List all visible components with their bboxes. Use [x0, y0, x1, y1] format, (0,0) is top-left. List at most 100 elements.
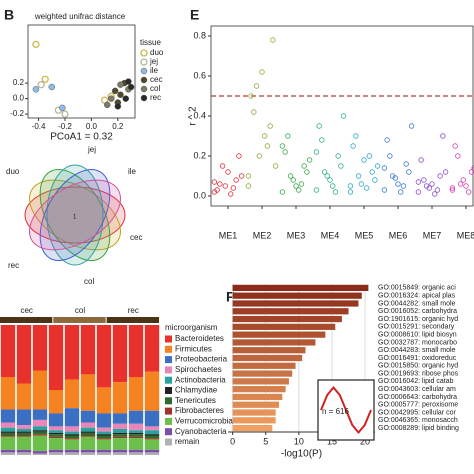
- bar: [232, 331, 326, 338]
- x-axis-label: -log10(P): [281, 449, 322, 460]
- y-tick-label: 0.0: [13, 94, 25, 103]
- point: [313, 187, 320, 193]
- category-label: GO:0046365: monosacch: [378, 417, 458, 424]
- bar-segment: [64, 434, 80, 436]
- bar-segment: [112, 325, 128, 383]
- bar: [232, 300, 359, 307]
- bar-segment: [48, 390, 64, 414]
- bar-segment: [0, 431, 16, 433]
- venn-set: [46, 164, 104, 266]
- x-tick-label: ME8: [457, 230, 474, 240]
- point: [270, 37, 276, 43]
- point: [361, 157, 367, 163]
- plot-frame: [27, 24, 136, 119]
- point: [272, 163, 279, 169]
- bar-segment: [16, 452, 32, 455]
- y-axis-label: r ^ 2: [188, 106, 199, 126]
- point: [434, 187, 441, 193]
- bar-segment: [80, 410, 96, 423]
- venn-label: col: [84, 277, 94, 286]
- bar-segment: [112, 413, 128, 424]
- legend-label: cec: [150, 75, 162, 84]
- point: [245, 173, 252, 179]
- bar-segment: [48, 449, 64, 453]
- point: [471, 165, 474, 171]
- point: [398, 189, 404, 195]
- legend-swatch: [140, 76, 148, 84]
- point: [228, 191, 234, 197]
- bar-segment: [80, 436, 96, 450]
- point: [353, 133, 359, 139]
- bar-segment: [96, 413, 112, 428]
- bar: [232, 284, 369, 292]
- legend-label: jej: [149, 57, 158, 66]
- bar-segment: [80, 452, 96, 455]
- point: [355, 173, 362, 179]
- bar-segment: [128, 410, 144, 424]
- bar-segment: [144, 439, 160, 450]
- category-label: GO:0015291: secondary: [378, 324, 455, 331]
- point: [248, 93, 254, 99]
- point: [267, 123, 273, 129]
- bar-segment: [0, 377, 16, 410]
- legend-swatch: [140, 94, 148, 102]
- bar-segment: [112, 449, 128, 453]
- bar-segment: [144, 435, 160, 439]
- bar-segment: [128, 436, 144, 439]
- point: [324, 173, 330, 179]
- point: [61, 110, 69, 118]
- point: [415, 189, 422, 195]
- point: [117, 81, 124, 88]
- legend-label: duo: [150, 48, 164, 57]
- point: [48, 83, 56, 91]
- bar-segment: [16, 425, 32, 429]
- group-label: cec: [20, 306, 32, 315]
- legend-swatch: [165, 438, 172, 446]
- bar-segment: [64, 438, 80, 440]
- bar-segment: [144, 449, 160, 453]
- bar-segment: [32, 434, 48, 436]
- x-tick-label: 5: [263, 436, 268, 446]
- bar-segment: [16, 432, 32, 436]
- bar: [232, 401, 279, 408]
- bar-segment: [64, 379, 80, 409]
- group-band: [106, 317, 159, 323]
- bar-segment: [112, 429, 128, 433]
- bar-segment: [32, 409, 48, 420]
- point: [282, 149, 288, 155]
- panel-label: B: [4, 7, 14, 23]
- bar-segment: [80, 427, 96, 432]
- point: [259, 69, 265, 75]
- venn-set: [24, 186, 126, 244]
- point: [214, 187, 220, 193]
- legend-label: rec: [150, 93, 161, 102]
- legend-label: col: [150, 84, 160, 93]
- point: [251, 109, 257, 115]
- point: [418, 157, 424, 163]
- bar-segment: [48, 413, 64, 427]
- point: [372, 177, 378, 183]
- bar: [232, 308, 349, 315]
- point: [230, 185, 237, 191]
- x-tick-label: ME1: [219, 230, 238, 240]
- point: [358, 181, 364, 187]
- point: [111, 87, 119, 95]
- bar-segment: [0, 432, 16, 436]
- point: [285, 133, 291, 139]
- bar: [232, 393, 283, 401]
- bar-segment: [32, 430, 48, 432]
- point: [452, 143, 458, 149]
- point: [238, 173, 245, 179]
- legend-swatch: [165, 366, 172, 374]
- bar-segment: [32, 453, 48, 455]
- legend-label: Spirochaetes: [175, 365, 222, 374]
- point: [449, 187, 456, 193]
- point: [107, 95, 115, 102]
- legend-swatch: [165, 417, 172, 425]
- point: [306, 157, 313, 163]
- legend-swatch: [165, 335, 172, 343]
- legend-label: Firmicutes: [175, 344, 212, 353]
- point: [127, 83, 135, 91]
- bar: [232, 323, 336, 330]
